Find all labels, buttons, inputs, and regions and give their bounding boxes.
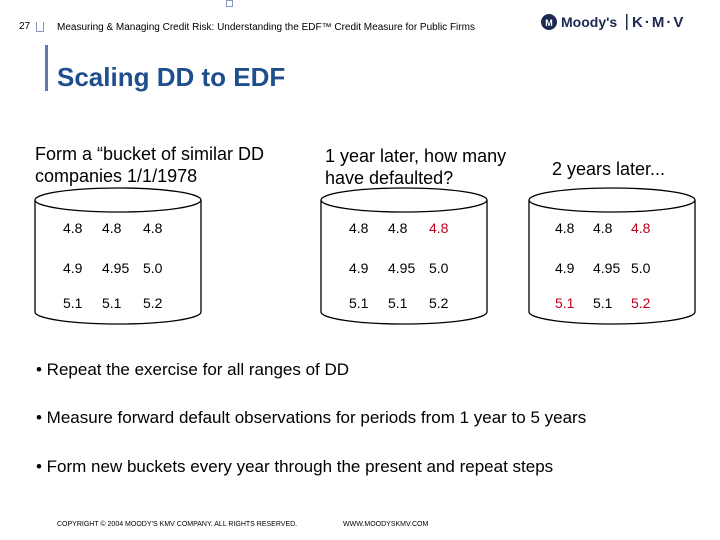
dd-value: 5.0: [429, 260, 449, 276]
dd-value: 5.2: [429, 295, 449, 311]
header-mark: [36, 22, 44, 32]
bucket-cylinder-icon: [34, 187, 202, 325]
dd-value: 4.8: [593, 220, 613, 236]
slide-title: Scaling DD to EDF: [57, 62, 286, 92]
dd-value: 4.8: [631, 220, 651, 236]
footer-copyright: COPYRIGHT © 2004 MOODY’S KMV COMPANY. AL…: [57, 521, 298, 528]
bullet-item: • Measure forward default observations f…: [36, 408, 587, 427]
bullet-item: • Form new buckets every year through th…: [36, 457, 554, 476]
logo-text-right: K·M·V: [632, 14, 685, 31]
dd-value: 4.95: [102, 260, 130, 276]
title-accent-bar: [45, 45, 48, 91]
dd-value: 4.9: [555, 260, 575, 276]
dd-value: 5.2: [143, 295, 163, 311]
dd-value: 4.9: [63, 260, 83, 276]
bucket-cylinder-icon: [320, 187, 488, 325]
dd-value: 5.1: [555, 295, 575, 311]
header-title: Measuring & Managing Credit Risk: Unders…: [57, 22, 475, 33]
dd-value: 5.1: [388, 295, 408, 311]
dd-value: 4.8: [429, 220, 449, 236]
svg-text:M: M: [545, 18, 553, 28]
dd-value: 4.8: [102, 220, 122, 236]
bucket-cylinder-icon: [528, 187, 696, 325]
dd-value: 5.2: [631, 295, 651, 311]
dd-value: 5.0: [631, 260, 651, 276]
dd-value: 4.8: [143, 220, 163, 236]
dd-value: 5.1: [102, 295, 122, 311]
dd-value: 5.1: [63, 295, 83, 311]
dd-value: 4.8: [63, 220, 83, 236]
dd-value: 4.95: [593, 260, 621, 276]
header-dot: [226, 0, 233, 7]
bucket-2: 4.8 4.8 4.8 4.9 4.95 5.0 5.1 5.1 5.2: [319, 186, 489, 326]
bucket-1: 4.8 4.8 4.8 4.9 4.95 5.0 5.1 5.1 5.2: [33, 186, 203, 326]
dd-value: 4.9: [349, 260, 369, 276]
column-heading-3: 2 years later...: [552, 159, 666, 179]
dd-value: 4.8: [555, 220, 575, 236]
dd-value: 4.8: [349, 220, 369, 236]
logo-text-left: Moody's: [561, 14, 617, 30]
dd-value: 4.8: [388, 220, 408, 236]
dd-value: 5.1: [593, 295, 613, 311]
bullet-item: • Repeat the exercise for all ranges of …: [36, 360, 350, 379]
dd-value: 4.95: [388, 260, 416, 276]
dd-value: 5.1: [349, 295, 369, 311]
slide-number: 27: [19, 21, 31, 32]
column-heading-1: Form a “bucket of similar DD companies 1…: [35, 144, 265, 186]
moodys-logo-icon: M Moody's K·M·V: [540, 11, 700, 33]
column-heading-2: 1 year later, how many have defaulted?: [325, 146, 507, 188]
dd-value: 5.0: [143, 260, 163, 276]
bucket-3: 4.8 4.8 4.8 4.9 4.95 5.0 5.1 5.1 5.2: [527, 186, 697, 326]
logo-graphic: M Moody's K·M·V: [541, 14, 685, 31]
footer-url: WWW.MOODYSKMV.COM: [343, 521, 429, 528]
